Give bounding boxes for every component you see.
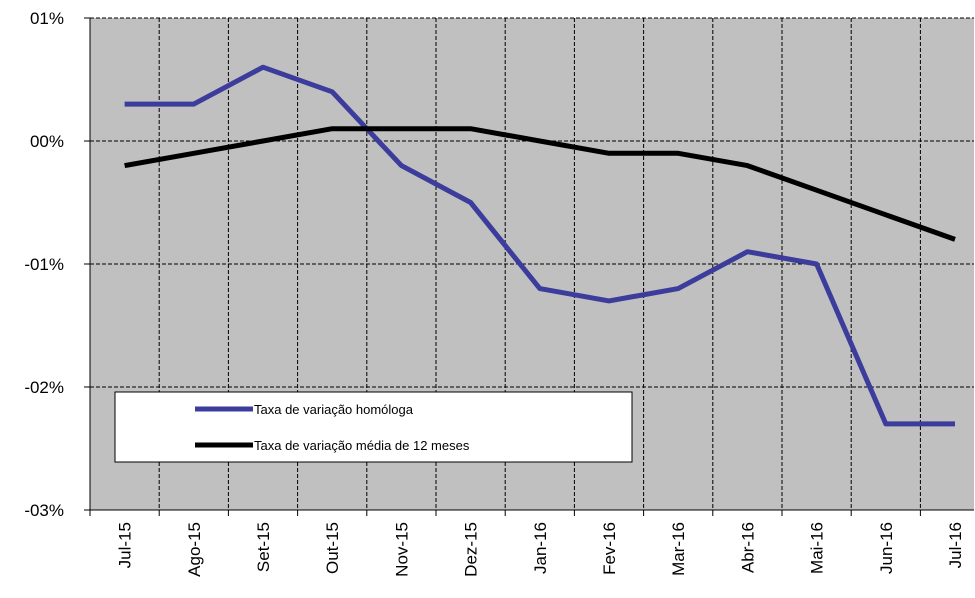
x-tick-label: Dez-15 bbox=[462, 522, 481, 577]
x-tick-label: Abr-16 bbox=[738, 522, 757, 573]
x-tick-label: Jun-16 bbox=[877, 522, 896, 574]
y-tick-label: -03% bbox=[24, 501, 64, 520]
legend-label: Taxa de variação média de 12 meses bbox=[254, 438, 470, 453]
y-tick-label: -01% bbox=[24, 255, 64, 274]
x-tick-label: Jan-16 bbox=[531, 522, 550, 574]
x-tick-label: Mar-16 bbox=[669, 522, 688, 576]
x-tick-label: Set-15 bbox=[254, 522, 273, 572]
y-tick-label: -02% bbox=[24, 378, 64, 397]
series-line bbox=[124, 126, 956, 242]
x-tick-label: Ago-15 bbox=[185, 522, 204, 577]
x-tick-label: Out-15 bbox=[323, 522, 342, 574]
x-tick-label: Fev-16 bbox=[600, 522, 619, 575]
y-tick-label: 01% bbox=[30, 9, 64, 28]
y-tick-label: 00% bbox=[30, 132, 64, 151]
x-tick-label: Jul-16 bbox=[946, 522, 965, 568]
series-line bbox=[124, 64, 955, 427]
legend-box bbox=[114, 391, 633, 463]
legend-label: Taxa de variação homóloga bbox=[254, 402, 414, 417]
x-tick-label: Mai-16 bbox=[808, 522, 827, 574]
x-tick-label: Jul-15 bbox=[116, 522, 135, 568]
x-tick-label: Nov-15 bbox=[392, 522, 411, 577]
